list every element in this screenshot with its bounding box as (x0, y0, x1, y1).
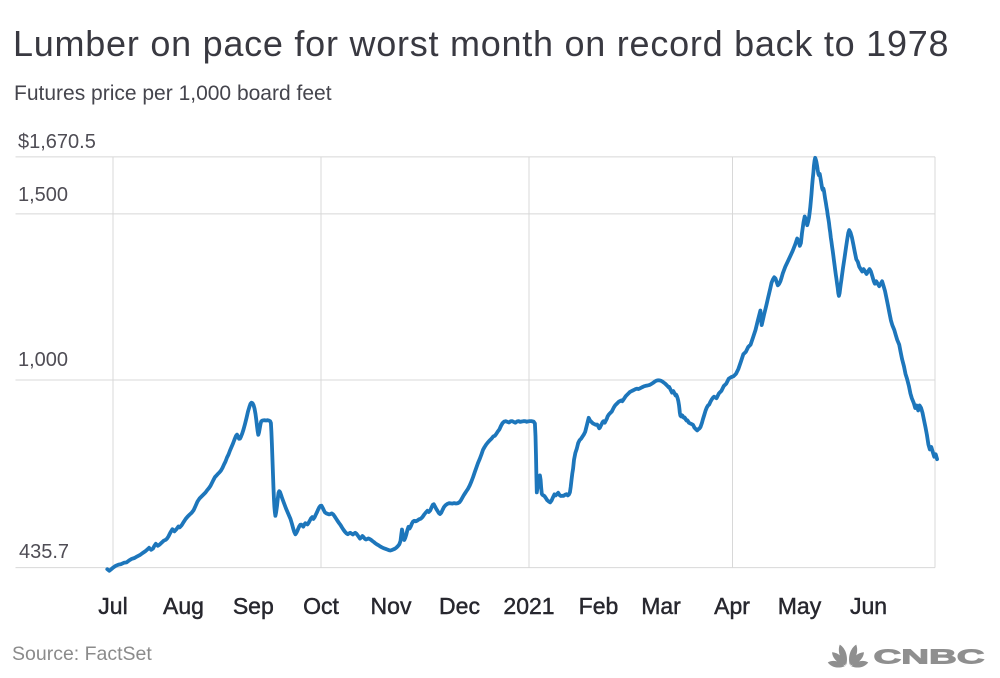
svg-text:CNBC: CNBC (874, 646, 985, 669)
